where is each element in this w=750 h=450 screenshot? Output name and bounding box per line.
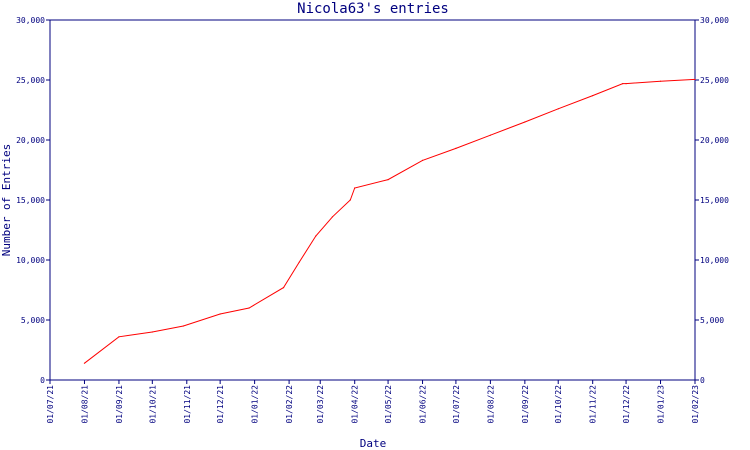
data-point (248, 307, 250, 309)
data-point (151, 331, 153, 333)
x-tick-label: 01/04/22 (351, 385, 360, 424)
data-point (219, 313, 221, 315)
y-tick-label-left: 30,000 (16, 16, 45, 25)
data-point (622, 83, 624, 85)
y-tick-label-left: 5,000 (21, 316, 45, 325)
y-tick-label-left: 0 (40, 376, 45, 385)
x-axis-title: Date (360, 437, 387, 450)
x-tick-label: 01/05/22 (384, 385, 393, 424)
x-tick-label: 01/01/23 (657, 385, 666, 424)
data-point (659, 80, 662, 82)
data-point (524, 121, 526, 123)
x-tick-label: 01/11/21 (183, 385, 192, 424)
x-tick-label: 01/02/22 (285, 385, 294, 424)
data-point (592, 95, 594, 97)
series-layer (83, 78, 696, 364)
entries-series-line (84, 78, 696, 364)
data-point (83, 362, 86, 364)
data-point (282, 287, 285, 289)
x-tick-label: 01/02/23 (691, 385, 700, 424)
y-tick-label-right: 10,000 (700, 256, 729, 265)
chart-title: Nicola63's entries (297, 1, 449, 17)
y-axis-ticks: 0 0 5,000 5,000 10,000 10,000 15,000 15,000 20,0… (16, 16, 729, 385)
x-tick-label: 01/10/22 (554, 385, 563, 424)
data-point (315, 235, 317, 237)
x-tick-label: 01/06/22 (419, 385, 428, 424)
x-tick-label: 01/09/22 (521, 385, 530, 424)
x-axis-ticks: 01/07/21 01/08/21 01/09/21 01/10/21 01/11/21… (46, 380, 700, 424)
data-point (298, 261, 300, 263)
x-tick-label: 01/12/21 (216, 385, 225, 424)
y-tick-label-right: 5,000 (700, 316, 724, 325)
x-tick-label: 01/07/22 (452, 385, 461, 424)
data-point (455, 147, 457, 149)
y-tick-label-right: 15,000 (700, 196, 729, 205)
y-tick-label-left: 20,000 (16, 136, 45, 145)
data-point (118, 336, 120, 338)
data-point (182, 325, 185, 327)
x-tick-label: 01/11/22 (589, 385, 598, 424)
x-tick-label: 01/07/21 (46, 385, 55, 424)
y-tick-label-right: 20,000 (700, 136, 729, 145)
x-tick-label: 01/08/22 (486, 385, 495, 424)
data-point (354, 187, 356, 189)
data-point (489, 134, 491, 136)
x-tick-label: 01/01/22 (251, 385, 260, 424)
data-point (625, 83, 627, 85)
x-tick-label: 01/09/21 (115, 385, 124, 424)
data-point (421, 159, 424, 161)
y-tick-label-right: 30,000 (700, 16, 729, 25)
data-point (557, 108, 559, 110)
x-tick-label: 01/10/21 (148, 385, 157, 424)
x-tick-label: 01/03/22 (316, 385, 325, 424)
data-point (387, 179, 389, 181)
x-tick-label: 01/08/21 (80, 385, 89, 424)
y-tick-label-right: 0 (700, 376, 705, 385)
y-tick-label-right: 25,000 (700, 76, 729, 85)
x-tick-label: 01/12/22 (622, 385, 631, 424)
y-axis-title: Number of Entries (0, 144, 13, 257)
y-tick-label-left: 10,000 (16, 256, 45, 265)
data-point (694, 78, 696, 80)
data-point (349, 199, 351, 201)
y-tick-label-left: 15,000 (16, 196, 45, 205)
y-tick-label-left: 25,000 (16, 76, 45, 85)
data-point (331, 216, 334, 218)
